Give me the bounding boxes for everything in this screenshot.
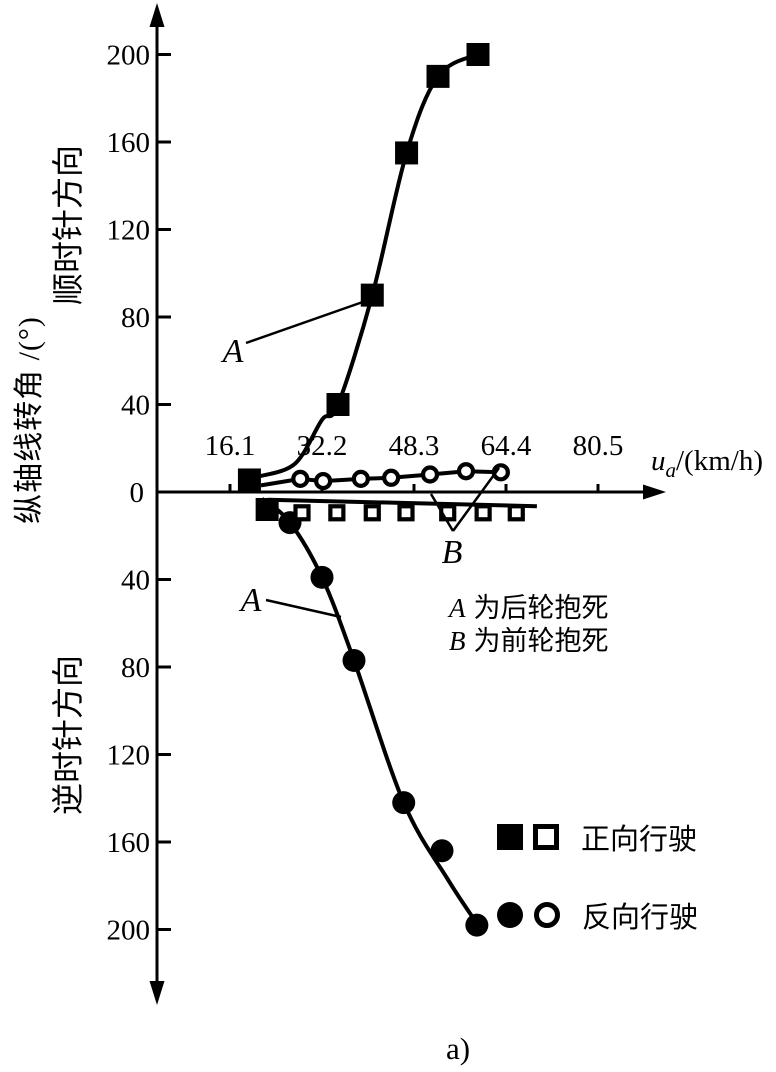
y-tick-label: 160 [107, 827, 151, 859]
reverse-rear-lock-filled-circle-marker [465, 913, 489, 937]
y-axis-unit-label: 纵轴线转角 /(°) [13, 316, 46, 524]
curve-label-A: A [239, 582, 262, 619]
forward-front-lock-open-square-marker [397, 504, 415, 522]
x-axis-unit-text: /(km/h) [676, 445, 763, 477]
forward-rear-lock-curve [257, 52, 478, 479]
note-rear-lock-var: A [449, 593, 466, 623]
x-tick-label: 48.3 [389, 430, 440, 462]
curve-pointer-line [429, 493, 455, 532]
forward-front-lock-curve [267, 497, 537, 509]
y-tick-label: 80 [121, 652, 150, 684]
open-circle-icon [534, 902, 560, 928]
x-tick-label: 32.2 [297, 430, 348, 462]
reverse-rear-lock-filled-circle-marker [392, 791, 416, 815]
forward-rear-lock-filled-square-marker [466, 43, 490, 66]
curve-pointer-line [451, 467, 501, 532]
x-axis-variable: u [651, 445, 666, 477]
x-tick-label: 64.4 [481, 430, 532, 462]
y-zero-label: 0 [130, 477, 145, 509]
curve-pointer-line [245, 295, 378, 345]
x-axis-arrow-icon [643, 484, 666, 500]
legend-label-reverse: 反向行驶 [582, 902, 699, 934]
curve-label-B: B [442, 534, 463, 571]
reverse-rear-lock-filled-circle-marker [310, 565, 334, 589]
reverse-front-lock-open-circle-marker [420, 465, 440, 484]
note-front-lock-var: B [449, 626, 466, 656]
y-axis-top-arrow-icon [149, 3, 165, 27]
y-tick-label: 40 [121, 390, 150, 422]
curve-key-notes: A 为后轮抱死 B 为前轮抱死 [449, 592, 609, 658]
clockwise-direction-label: 顺时针方向 [50, 145, 86, 306]
x-tick-label: 16.1 [205, 430, 256, 462]
y-tick-label: 200 [107, 40, 151, 72]
reverse-front-lock-open-circle-marker [291, 469, 310, 488]
forward-rear-lock-filled-square-marker [237, 468, 261, 492]
filled-square-icon [497, 824, 523, 850]
legend: 正向行驶 反向行驶 [497, 816, 698, 972]
reverse-front-lock-open-circle-marker [456, 462, 476, 481]
y-tick-label: 120 [107, 740, 151, 772]
reverse-rear-lock-filled-circle-marker [430, 839, 454, 863]
reverse-front-lock-open-circle-marker [314, 471, 333, 491]
y-tick-label: 160 [107, 127, 151, 159]
legend-row-forward: 正向行驶 [497, 816, 698, 858]
note-rear-lock-text: 为后轮抱死 [473, 593, 609, 623]
forward-front-lock-open-square-marker [328, 504, 346, 522]
legend-row-reverse: 反向行驶 [497, 894, 698, 936]
forward-rear-lock-filled-square-marker [426, 64, 450, 88]
y-tick-label: 80 [121, 302, 150, 334]
note-front-lock-text: 为前轮抱死 [473, 626, 609, 656]
counterclockwise-direction-label: 逆时针方向 [50, 655, 86, 816]
y-tick-label: 120 [107, 215, 151, 247]
curve-label-A: A [221, 333, 244, 370]
forward-front-lock-open-square-marker [293, 504, 311, 522]
y-axis-bottom-arrow-icon [149, 981, 165, 1005]
reverse-rear-lock-filled-circle-marker [342, 648, 366, 672]
x-axis-label: ua/(km/h) [651, 445, 763, 483]
reverse-front-lock-open-circle-marker [351, 469, 370, 488]
x-axis-variable-subscript: a [665, 457, 677, 482]
forward-front-lock-open-square-marker [507, 504, 525, 522]
filled-circle-icon [497, 902, 523, 928]
forward-front-lock-filled-square-marker [255, 498, 279, 521]
forward-rear-lock-filled-square-marker [326, 393, 350, 416]
note-front-lock: B 为前轮抱死 [449, 625, 609, 658]
curve-pointer-line [265, 598, 342, 619]
open-square-icon [533, 824, 559, 850]
y-tick-label: 200 [107, 915, 151, 947]
reverse-front-lock-open-circle-marker [382, 468, 401, 487]
forward-front-lock-open-square-marker [474, 504, 492, 522]
subfigure-caption: a) [445, 1031, 471, 1066]
x-tick-label: 80.5 [573, 430, 624, 462]
forward-front-lock-open-square-marker [363, 504, 381, 522]
forward-rear-lock-filled-square-marker [395, 141, 419, 165]
y-tick-label: 40 [121, 565, 150, 597]
note-rear-lock: A 为后轮抱死 [449, 592, 609, 625]
forward-rear-lock-filled-square-marker [360, 283, 384, 307]
legend-label-forward: 正向行驶 [581, 824, 698, 856]
